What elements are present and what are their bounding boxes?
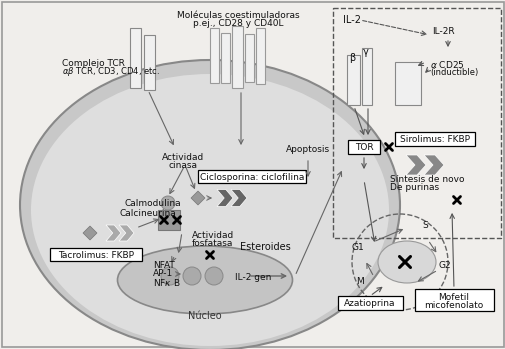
- Bar: [414, 289, 493, 311]
- Ellipse shape: [377, 241, 435, 283]
- Bar: [361, 48, 371, 105]
- Text: Actividad: Actividad: [191, 230, 234, 239]
- Bar: [346, 55, 359, 105]
- Text: M: M: [356, 277, 363, 287]
- Text: IL-2 gen: IL-2 gen: [234, 274, 271, 282]
- Bar: [50, 248, 142, 261]
- Text: Sirolimus: FKBP: Sirolimus: FKBP: [399, 134, 469, 143]
- Text: G1: G1: [351, 243, 364, 252]
- Text: γ: γ: [363, 47, 368, 57]
- Polygon shape: [217, 190, 232, 207]
- Text: Esteroides: Esteroides: [239, 242, 290, 252]
- Text: G2: G2: [438, 261, 450, 270]
- Text: Núcleo: Núcleo: [188, 311, 221, 321]
- Text: De purinas: De purinas: [389, 184, 438, 193]
- Text: p.ej., CD28 y CD40L: p.ej., CD28 y CD40L: [192, 20, 283, 29]
- Text: Actividad: Actividad: [162, 153, 204, 162]
- Bar: [210, 28, 219, 83]
- Text: Complejo TCR: Complejo TCR: [62, 59, 125, 67]
- Text: TOR: TOR: [354, 142, 373, 151]
- Bar: [144, 35, 155, 90]
- Ellipse shape: [31, 74, 388, 346]
- Polygon shape: [119, 225, 134, 241]
- Bar: [347, 140, 379, 154]
- Bar: [394, 132, 474, 146]
- Text: Azatioprina: Azatioprina: [343, 298, 395, 307]
- Bar: [332, 8, 500, 238]
- Circle shape: [183, 267, 200, 285]
- Bar: [197, 170, 306, 183]
- Text: $\alpha\beta$ TCR, CD3, CD4, etc.: $\alpha\beta$ TCR, CD3, CD4, etc.: [62, 66, 160, 79]
- Text: $\alpha$ CD25: $\alpha$ CD25: [429, 59, 464, 70]
- Polygon shape: [423, 155, 443, 175]
- Bar: [158, 210, 180, 230]
- Circle shape: [205, 267, 223, 285]
- Text: Tacrolimus: FKBP: Tacrolimus: FKBP: [58, 251, 134, 260]
- Polygon shape: [106, 225, 121, 241]
- Text: fosfatasa: fosfatasa: [191, 238, 233, 247]
- Bar: [337, 296, 402, 310]
- Text: NF$\kappa$ B: NF$\kappa$ B: [153, 277, 180, 289]
- Polygon shape: [190, 191, 205, 205]
- Polygon shape: [231, 190, 246, 207]
- Text: Calcineurina: Calcineurina: [120, 209, 176, 218]
- Bar: [244, 34, 254, 82]
- Circle shape: [161, 267, 179, 285]
- Bar: [394, 62, 420, 105]
- Text: Mofetil: Mofetil: [438, 292, 469, 302]
- Bar: [231, 26, 242, 88]
- Text: Ciclosporina: ciclofilina: Ciclosporina: ciclofilina: [199, 172, 304, 181]
- Text: Apoptosis: Apoptosis: [285, 146, 329, 155]
- Text: Calmodulina: Calmodulina: [125, 199, 181, 208]
- Text: (inductible): (inductible): [429, 68, 477, 77]
- Text: cinasa: cinasa: [168, 161, 197, 170]
- Bar: [130, 28, 141, 88]
- Circle shape: [161, 196, 175, 210]
- Ellipse shape: [20, 60, 399, 349]
- Text: S: S: [421, 222, 427, 230]
- Text: IL-2R: IL-2R: [431, 28, 453, 37]
- Polygon shape: [83, 226, 97, 240]
- Text: AP-1: AP-1: [153, 269, 173, 279]
- Text: micofenolato: micofenolato: [424, 302, 483, 311]
- Polygon shape: [405, 155, 425, 175]
- Ellipse shape: [117, 246, 292, 314]
- Text: IL-2: IL-2: [342, 15, 360, 25]
- Bar: [221, 33, 230, 83]
- Text: Moléculas coestimuladoras: Moléculas coestimuladoras: [176, 10, 299, 20]
- Text: NFAT: NFAT: [153, 260, 174, 269]
- Text: Síntesis de novo: Síntesis de novo: [389, 176, 464, 185]
- Bar: [256, 28, 265, 84]
- Text: β: β: [348, 53, 355, 63]
